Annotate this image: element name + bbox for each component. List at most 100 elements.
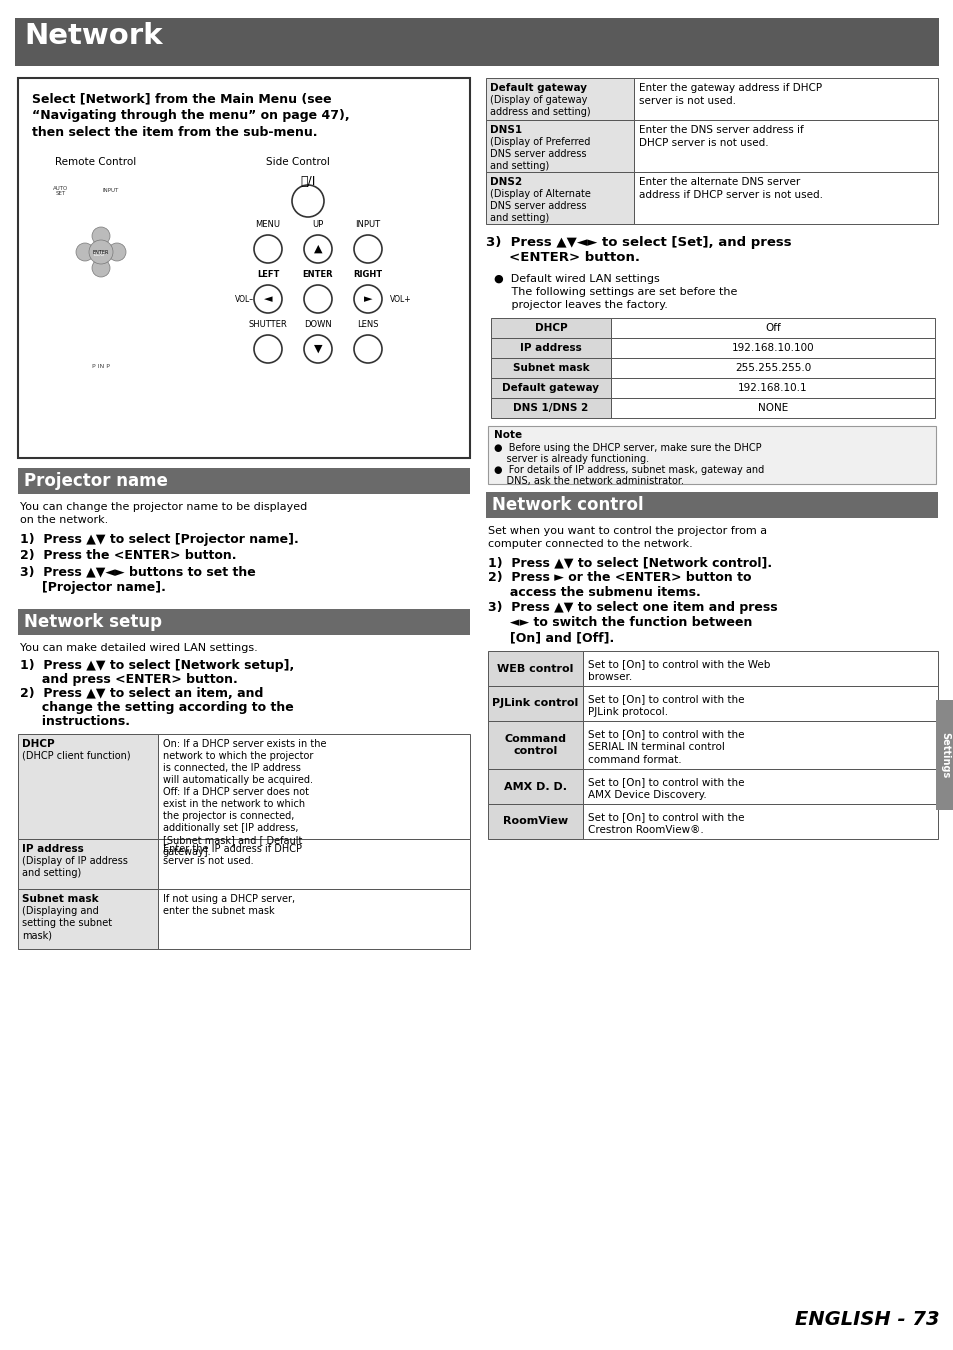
Bar <box>84 247 113 261</box>
Text: Set when you want to control the projector from a: Set when you want to control the project… <box>488 526 766 536</box>
Circle shape <box>253 235 282 263</box>
Circle shape <box>354 335 381 363</box>
Bar <box>46 292 76 305</box>
Text: Set to [On] to control with the: Set to [On] to control with the <box>587 811 743 822</box>
Bar <box>488 769 582 805</box>
Text: P IN P: P IN P <box>92 364 110 370</box>
Text: Enter the IP address if DHCP: Enter the IP address if DHCP <box>163 844 302 855</box>
Text: ◄: ◄ <box>263 294 272 304</box>
Text: AMX D. D.: AMX D. D. <box>503 782 566 791</box>
Text: ●  Before using the DHCP server, make sure the DHCP: ● Before using the DHCP server, make sur… <box>494 443 760 454</box>
Text: on the network.: on the network. <box>20 514 108 525</box>
Text: ◄► to switch the function between: ◄► to switch the function between <box>488 616 752 629</box>
Bar <box>488 651 582 686</box>
Text: RIGHT: RIGHT <box>353 270 382 279</box>
Text: Enter the gateway address if DHCP: Enter the gateway address if DHCP <box>639 82 821 93</box>
Text: Set to [On] to control with the: Set to [On] to control with the <box>587 694 743 703</box>
Bar <box>582 686 937 721</box>
Text: ●  Default wired LAN settings: ● Default wired LAN settings <box>494 274 659 284</box>
Text: (DHCP client function): (DHCP client function) <box>22 751 131 761</box>
Text: The following settings are set before the: The following settings are set before th… <box>494 288 737 297</box>
Bar <box>18 609 470 634</box>
Text: and setting): and setting) <box>22 868 81 878</box>
Text: and setting): and setting) <box>490 161 549 171</box>
Text: DNS, ask the network administrator.: DNS, ask the network administrator. <box>494 477 683 486</box>
Text: Network control: Network control <box>492 495 643 514</box>
Text: PJLink control: PJLink control <box>492 698 578 709</box>
Text: address if DHCP server is not used.: address if DHCP server is not used. <box>639 190 822 200</box>
Text: server is not used.: server is not used. <box>163 856 253 865</box>
Text: Default gateway: Default gateway <box>502 383 598 393</box>
Text: DNS 1/DNS 2: DNS 1/DNS 2 <box>513 404 588 413</box>
Text: Command
control: Command control <box>504 734 566 756</box>
Text: IP address: IP address <box>519 343 581 352</box>
Circle shape <box>76 243 94 261</box>
Bar <box>485 491 937 518</box>
Text: SHUTTER: SHUTTER <box>249 320 287 329</box>
Bar <box>634 120 937 171</box>
Text: INPUT: INPUT <box>355 220 380 230</box>
Bar <box>158 890 470 949</box>
Bar <box>84 335 113 350</box>
Text: 192.168.10.1: 192.168.10.1 <box>738 383 807 393</box>
Bar <box>582 805 937 838</box>
Text: 1)  Press ▲▼ to select [Projector name].: 1) Press ▲▼ to select [Projector name]. <box>20 533 298 545</box>
Text: DHCP: DHCP <box>534 323 567 333</box>
Text: Network setup: Network setup <box>24 613 162 630</box>
Text: (Display of gateway: (Display of gateway <box>490 95 587 105</box>
Text: Enter the alternate DNS server: Enter the alternate DNS server <box>639 177 800 188</box>
Bar <box>248 153 348 171</box>
Bar <box>122 356 152 371</box>
Bar <box>122 225 152 239</box>
Text: You can make detailed wired LAN settings.: You can make detailed wired LAN settings… <box>20 643 257 653</box>
Bar <box>485 120 634 171</box>
Bar <box>158 838 470 890</box>
Text: UP: UP <box>312 220 323 230</box>
Text: (Displaying and: (Displaying and <box>22 906 99 917</box>
Text: change the setting according to the: change the setting according to the <box>20 701 294 714</box>
Bar <box>122 269 152 284</box>
Bar <box>122 202 152 217</box>
Bar <box>46 247 76 261</box>
Text: (Display of Alternate: (Display of Alternate <box>490 189 590 198</box>
Text: 3)  Press ▲▼ to select one item and press: 3) Press ▲▼ to select one item and press <box>488 601 777 614</box>
Bar <box>40 153 152 171</box>
Text: Off: If a DHCP server does not: Off: If a DHCP server does not <box>163 787 309 796</box>
Bar <box>582 769 937 805</box>
Bar <box>610 398 934 418</box>
Circle shape <box>292 185 324 217</box>
Text: server is not used.: server is not used. <box>639 96 735 107</box>
Circle shape <box>354 235 381 263</box>
Bar <box>122 292 152 305</box>
Text: then select the item from the sub-menu.: then select the item from the sub-menu. <box>32 126 317 139</box>
Bar <box>84 356 113 371</box>
Text: 192.168.10.100: 192.168.10.100 <box>731 343 814 352</box>
Text: ENTER: ENTER <box>92 250 109 255</box>
Text: ▼: ▼ <box>314 344 322 354</box>
Text: Remote Control: Remote Control <box>55 157 136 167</box>
Text: ▲: ▲ <box>314 244 322 254</box>
Bar <box>610 378 934 398</box>
Bar <box>488 686 582 721</box>
Text: 3)  Press ▲▼◄► to select [Set], and press: 3) Press ▲▼◄► to select [Set], and press <box>485 236 791 248</box>
Text: 3)  Press ▲▼◄► buttons to set the: 3) Press ▲▼◄► buttons to set the <box>20 566 255 578</box>
Text: exist in the network to which: exist in the network to which <box>163 799 305 809</box>
Text: Subnet mask: Subnet mask <box>22 894 98 904</box>
Text: DOWN: DOWN <box>304 320 332 329</box>
Bar <box>634 171 937 224</box>
Bar <box>46 335 76 350</box>
Circle shape <box>89 240 112 265</box>
Text: Subnet mask: Subnet mask <box>512 363 589 373</box>
Text: DNS1: DNS1 <box>490 126 521 135</box>
Text: network to which the projector: network to which the projector <box>163 751 313 761</box>
Bar <box>491 378 610 398</box>
Bar <box>46 313 76 327</box>
Bar <box>488 721 582 770</box>
Text: Settings: Settings <box>939 732 949 778</box>
Bar <box>488 427 935 485</box>
Bar <box>122 313 152 327</box>
Text: ENTER: ENTER <box>302 270 333 279</box>
Bar <box>36 177 166 382</box>
Bar <box>488 805 582 838</box>
Text: setting the subnet: setting the subnet <box>22 918 112 927</box>
